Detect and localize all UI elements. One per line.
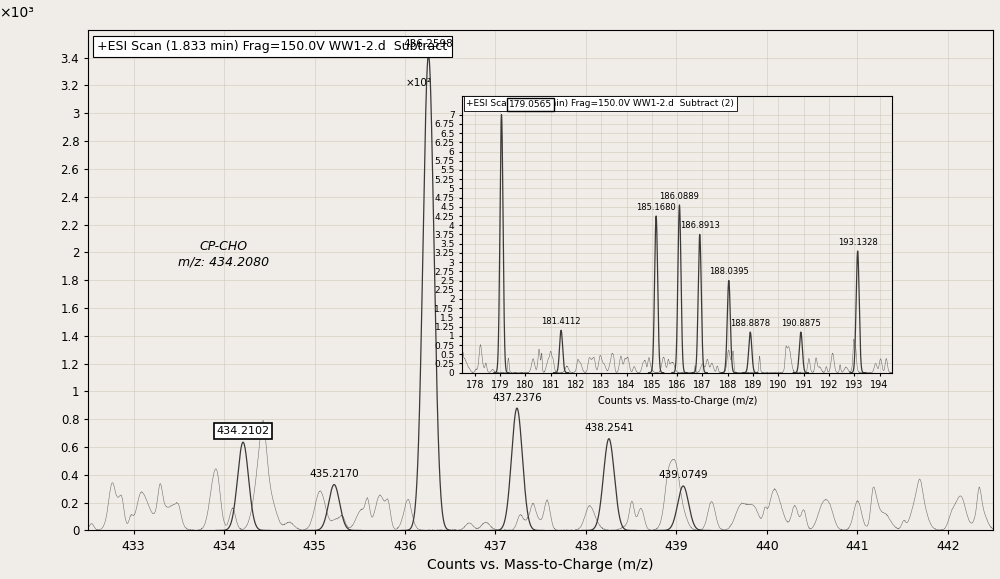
- X-axis label: Counts vs. Mass-to-Charge (m/z): Counts vs. Mass-to-Charge (m/z): [427, 558, 654, 572]
- Text: 179.0565: 179.0565: [509, 100, 552, 109]
- Text: 181.4112: 181.4112: [541, 317, 581, 326]
- Text: 193.1328: 193.1328: [838, 238, 878, 247]
- Text: +ESI Scan (1.833 min) Frag=150.0V WW1-2.d  Subtract: +ESI Scan (1.833 min) Frag=150.0V WW1-2.…: [97, 40, 447, 53]
- Text: ×10²: ×10²: [406, 78, 432, 88]
- Text: 435.2170: 435.2170: [309, 469, 359, 479]
- Text: 186.8913: 186.8913: [680, 221, 720, 230]
- Text: 439.0749: 439.0749: [658, 470, 708, 481]
- X-axis label: Counts vs. Mass-to-Charge (m/z): Counts vs. Mass-to-Charge (m/z): [598, 396, 757, 406]
- Text: 190.8875: 190.8875: [781, 319, 821, 328]
- Text: 185.1680: 185.1680: [636, 203, 676, 212]
- Text: +ESI Scan (1.850 min) Frag=150.0V WW1-2.d  Subtract (2): +ESI Scan (1.850 min) Frag=150.0V WW1-2.…: [466, 99, 734, 108]
- Text: 188.0395: 188.0395: [709, 267, 749, 276]
- Text: 437.2376: 437.2376: [492, 393, 542, 402]
- Text: 186.0889: 186.0889: [659, 192, 699, 201]
- Text: 434.2102: 434.2102: [216, 426, 270, 436]
- Text: 188.8878: 188.8878: [730, 319, 770, 328]
- Text: ×10³: ×10³: [0, 6, 34, 20]
- Text: 438.2541: 438.2541: [584, 423, 634, 433]
- Text: 436.2598: 436.2598: [404, 39, 453, 49]
- Text: CP-CHO
m/z: 434.2080: CP-CHO m/z: 434.2080: [178, 240, 270, 268]
